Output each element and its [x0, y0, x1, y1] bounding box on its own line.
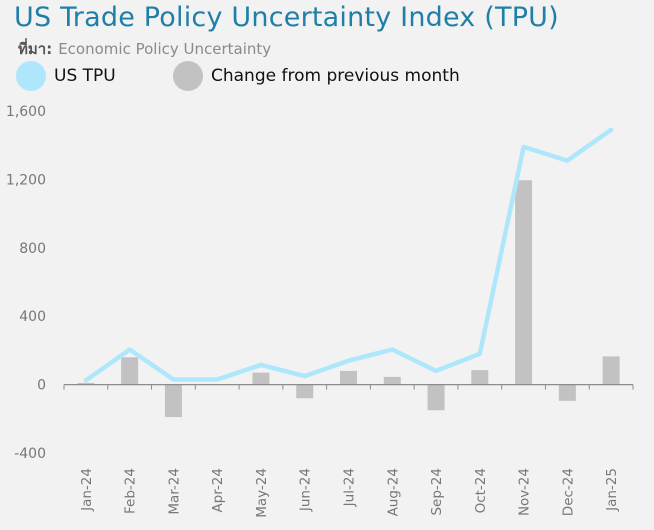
bar [340, 370, 357, 385]
source-label: ที่มา: [18, 40, 53, 58]
bar [164, 384, 182, 418]
line-point [258, 362, 263, 367]
y-tick-label: 1,200 [6, 172, 46, 188]
line-point [565, 158, 570, 163]
line-point [127, 347, 132, 352]
legend-swatch-line-icon [16, 61, 46, 91]
y-tick-label: 800 [19, 241, 46, 257]
line-point [434, 368, 439, 373]
x-tick-label: Sep-24 [429, 468, 445, 516]
x-tick-label: Nov-24 [517, 468, 533, 516]
line-point [215, 377, 220, 382]
line-point [171, 377, 176, 382]
source-value: Economic Policy Uncertainty [58, 40, 272, 58]
y-tick-label: -400 [14, 446, 46, 462]
y-tick-label: 0 [37, 378, 46, 394]
bar [383, 376, 401, 385]
bar [252, 372, 270, 385]
x-tick-label: Feb-24 [123, 468, 139, 514]
x-tick-label: Oct-24 [473, 468, 489, 513]
line-point [346, 358, 351, 363]
line-point [477, 351, 482, 356]
line-series-us-tpu [83, 127, 614, 383]
x-tick-label: May-24 [254, 468, 270, 518]
line-point [390, 347, 395, 352]
bar [558, 384, 576, 401]
x-tick-label: Mar-24 [166, 468, 182, 515]
x-tick-label: Jun-24 [298, 468, 314, 512]
bar [427, 384, 445, 411]
x-tick-label: Aug-24 [385, 468, 401, 516]
source-line: ที่มา: Economic Policy Uncertainty [18, 37, 271, 61]
x-tick-label: Jul-24 [342, 468, 358, 507]
line-point [521, 144, 526, 149]
bar [602, 356, 620, 385]
x-tick-label: Jan-24 [79, 468, 95, 512]
x-tick-label: Dec-24 [560, 468, 576, 516]
legend-label: Change from previous month [211, 66, 460, 86]
line-point [83, 378, 88, 383]
bar [77, 382, 95, 385]
line-point [302, 374, 307, 379]
legend-item-change: Change from previous month [173, 61, 460, 91]
legend-item-us-tpu: US TPU [16, 61, 116, 91]
legend-swatch-bar-icon [173, 61, 203, 91]
x-tick-label: Apr-24 [210, 468, 226, 513]
y-tick-label: 1,600 [6, 104, 46, 120]
x-tick-label: Jan-25 [604, 468, 620, 512]
bar [296, 384, 314, 399]
chart-title: US Trade Policy Uncertainty Index (TPU) [14, 2, 559, 33]
bar [515, 180, 533, 385]
y-tick-label: 400 [19, 309, 46, 325]
line-point [609, 127, 614, 132]
bar [471, 370, 489, 385]
legend-label: US TPU [54, 66, 116, 86]
bar [121, 357, 139, 385]
